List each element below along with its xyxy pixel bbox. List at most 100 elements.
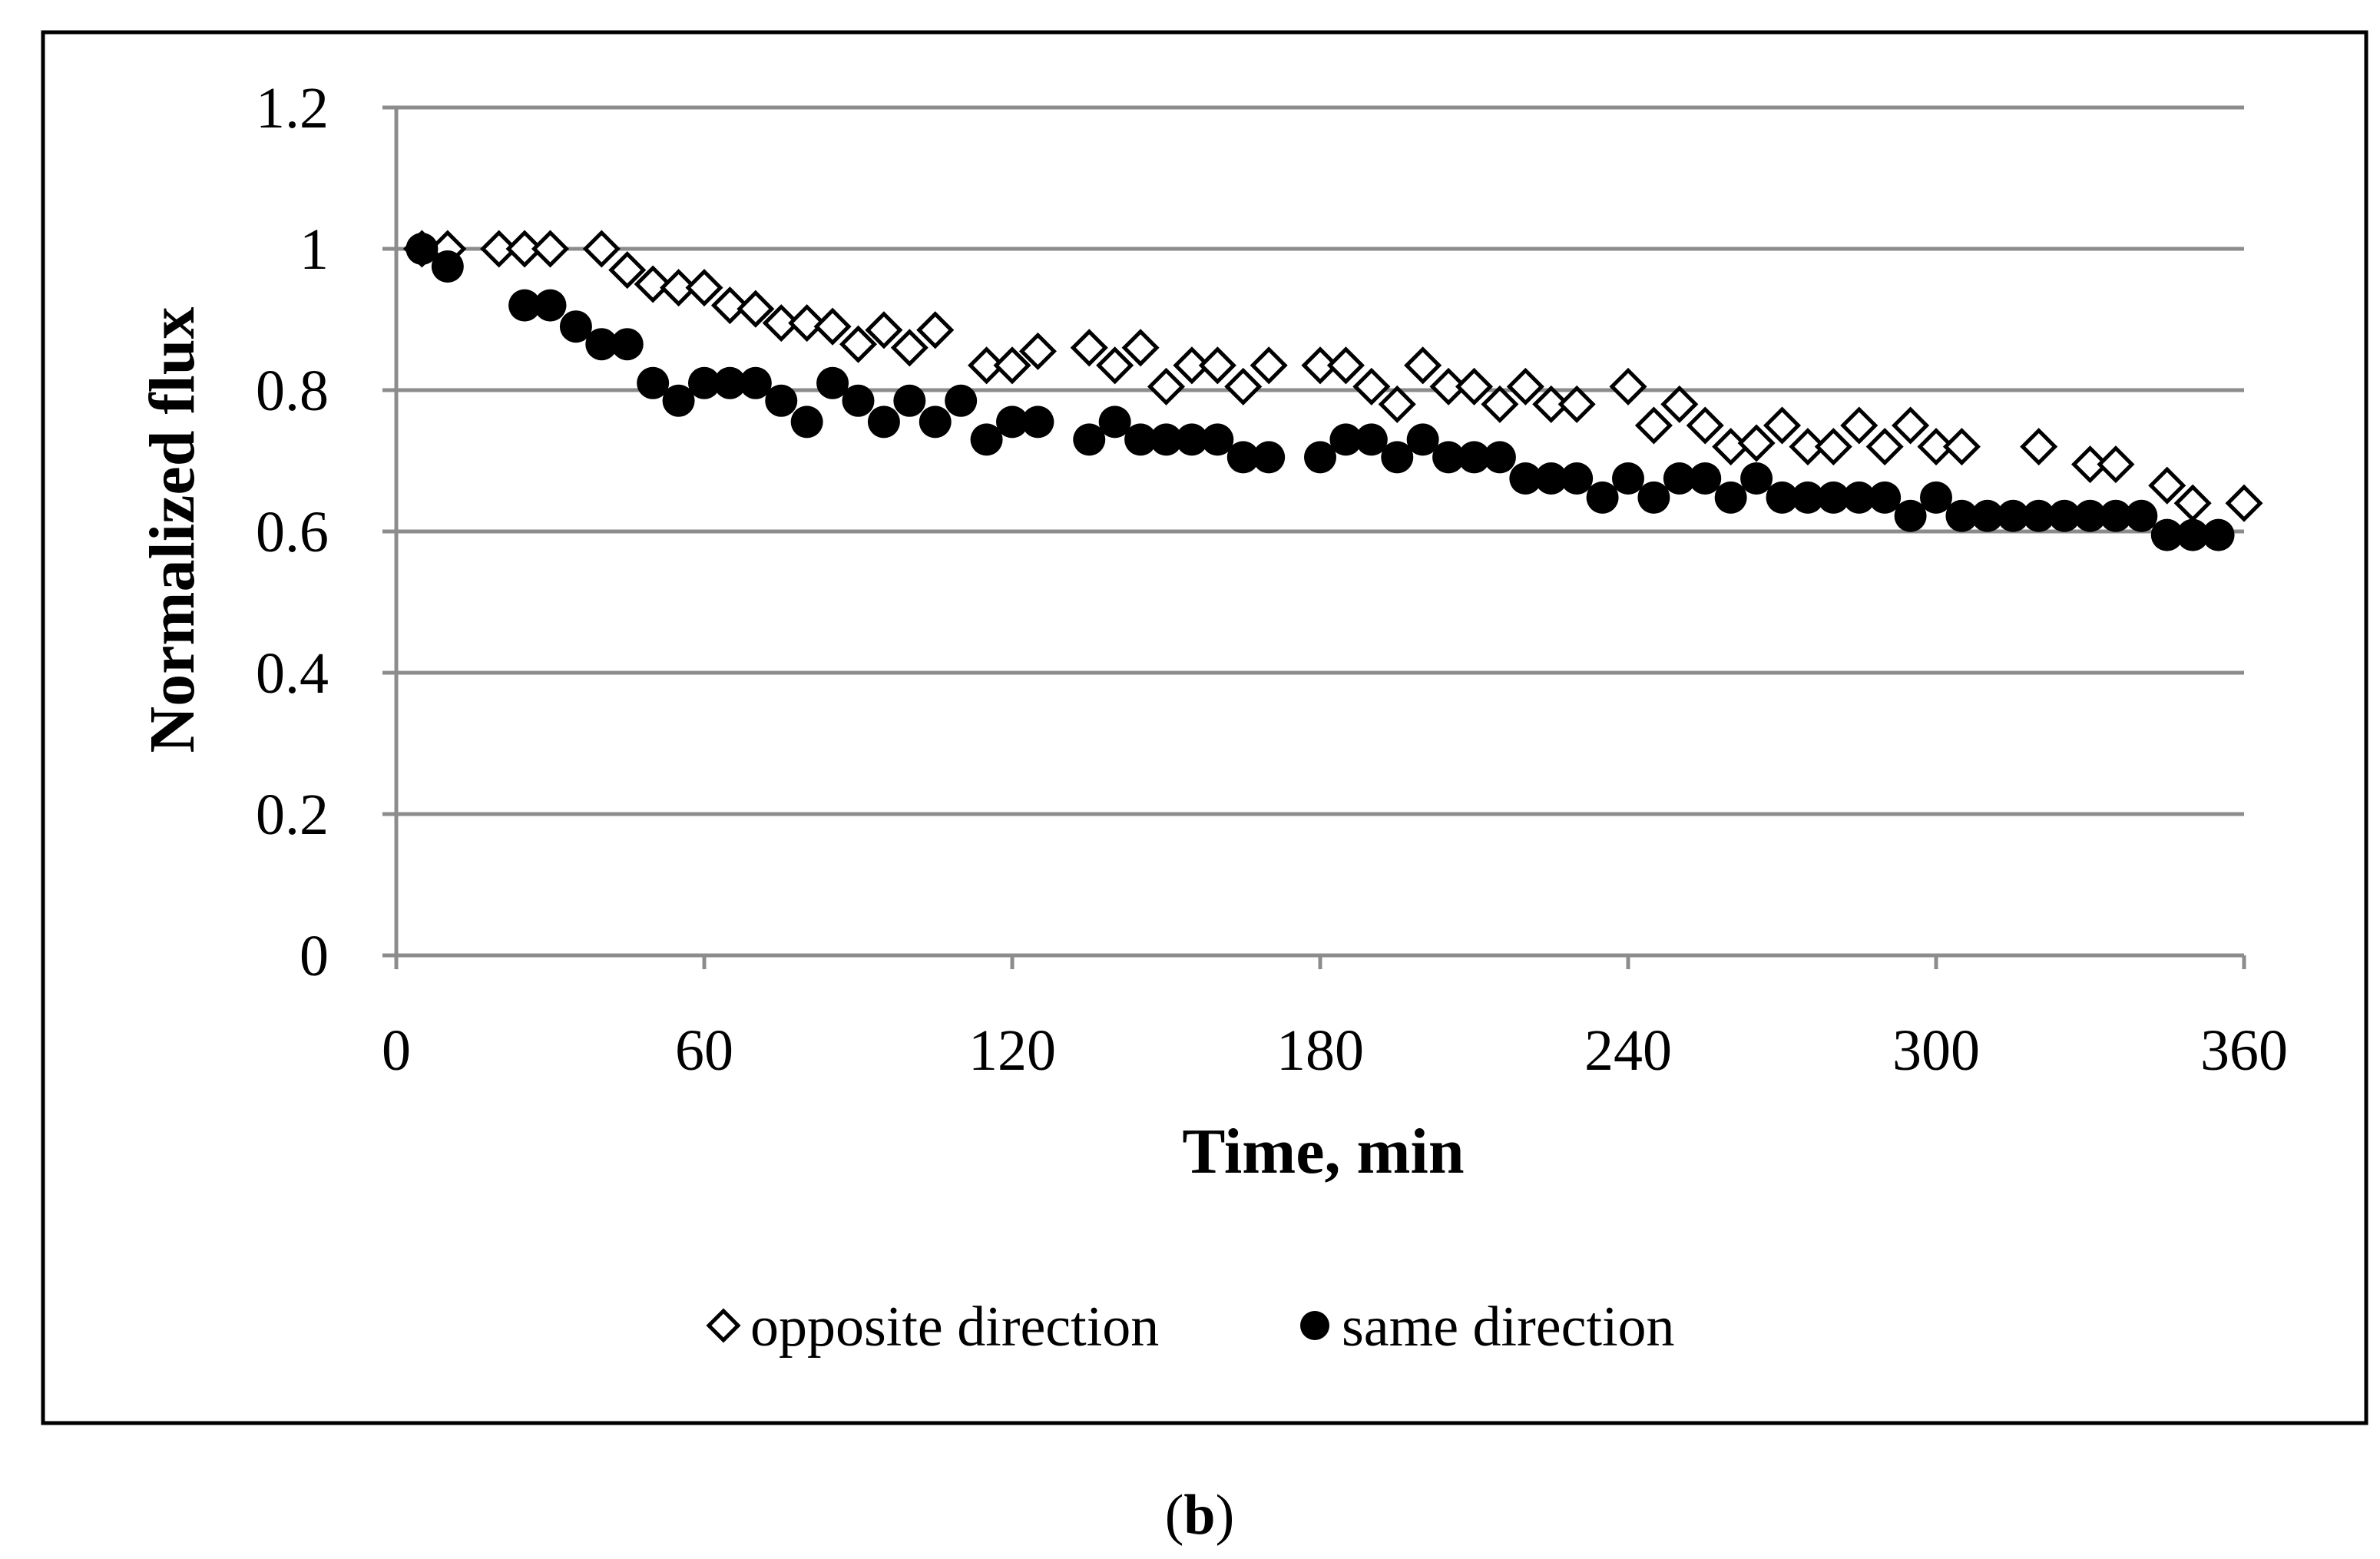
point-opposite-direction-44 (1686, 406, 1724, 445)
point-same-direction-65 (2176, 518, 2210, 551)
point-same-direction-56 (1945, 499, 1978, 532)
point-opposite-direction-34 (1404, 346, 1442, 385)
point-same-direction-43 (1612, 462, 1644, 495)
point-same-direction-21 (996, 405, 1028, 439)
point-opposite-direction-33 (1378, 385, 1416, 423)
chart-frame (41, 30, 2368, 1425)
point-opposite-direction-52 (1892, 406, 1930, 445)
point-opposite-direction-14 (813, 307, 852, 346)
point-same-direction-49 (1766, 481, 1799, 514)
point-same-direction-51 (1817, 481, 1850, 514)
point-opposite-direction-43 (1660, 385, 1699, 423)
point-opposite-direction-28 (1224, 367, 1263, 405)
y-tick-label-3: 0.6 (256, 500, 329, 564)
point-same-direction-60 (2048, 499, 2081, 532)
point-opposite-direction-55 (2020, 428, 2058, 466)
point-opposite-direction-47 (1763, 406, 1802, 445)
point-same-direction-27 (1175, 423, 1208, 456)
point-same-direction-14 (816, 366, 849, 399)
point-opposite-direction-24 (1121, 329, 1160, 367)
point-same-direction-25 (1124, 423, 1157, 456)
caption-letter: b (1183, 1484, 1215, 1547)
point-same-direction-31 (1304, 441, 1336, 474)
x-tick-label-6: 360 (2200, 1018, 2288, 1083)
point-opposite-direction-36 (1455, 367, 1494, 405)
point-same-direction-5 (585, 328, 618, 361)
point-opposite-direction-29 (1250, 346, 1288, 385)
point-opposite-direction-51 (1865, 428, 1904, 466)
point-same-direction-46 (1689, 462, 1722, 495)
x-tick-label-4: 240 (1584, 1018, 1672, 1083)
point-same-direction-42 (1586, 481, 1619, 514)
point-opposite-direction-2 (480, 230, 518, 268)
point-same-direction-45 (1663, 462, 1696, 495)
series-same-direction (405, 233, 2235, 551)
figure-caption: (b) (1165, 1484, 1234, 1547)
point-same-direction-23 (1073, 423, 1106, 456)
point-opposite-direction-8 (660, 269, 698, 307)
point-opposite-direction-10 (710, 286, 749, 325)
y-tick-label-5: 1 (300, 217, 329, 282)
point-same-direction-44 (1637, 481, 1670, 514)
point-opposite-direction-22 (1070, 329, 1108, 367)
y-tick-label-0: 0 (300, 924, 329, 988)
point-same-direction-15 (842, 384, 875, 417)
point-opposite-direction-23 (1096, 346, 1134, 385)
point-same-direction-57 (1971, 499, 2004, 532)
point-opposite-direction-53 (1917, 428, 1955, 466)
point-opposite-direction-32 (1352, 367, 1391, 405)
x-axis-title: Time, min (1182, 1116, 1464, 1187)
point-same-direction-64 (2150, 518, 2183, 551)
y-axis-title: Normalized flux (137, 307, 208, 753)
point-opposite-direction-5 (582, 230, 621, 268)
point-opposite-direction-31 (1326, 346, 1365, 385)
point-opposite-direction-17 (890, 329, 928, 367)
point-opposite-direction-42 (1634, 406, 1673, 445)
data-series (402, 230, 2263, 551)
point-opposite-direction-18 (916, 311, 955, 349)
caption-open-paren: ( (1165, 1484, 1184, 1547)
point-opposite-direction-13 (788, 304, 826, 343)
point-same-direction-59 (2022, 499, 2055, 532)
point-opposite-direction-41 (1609, 367, 1647, 405)
point-same-direction-11 (739, 366, 772, 399)
point-same-direction-41 (1561, 462, 1594, 495)
point-same-direction-36 (1432, 441, 1465, 474)
point-opposite-direction-20 (993, 346, 1031, 385)
point-same-direction-55 (1920, 481, 1952, 514)
point-opposite-direction-12 (762, 304, 800, 343)
point-opposite-direction-60 (2225, 484, 2263, 522)
legend-marker-opposite-direction (706, 1308, 741, 1343)
legend-label-opposite-direction: opposite direction (750, 1296, 1159, 1359)
point-opposite-direction-56 (2071, 445, 2110, 484)
point-same-direction-54 (1894, 499, 1927, 532)
legend-circle-icon (1300, 1311, 1329, 1340)
point-same-direction-3 (534, 289, 567, 322)
point-same-direction-24 (1098, 405, 1131, 439)
point-same-direction-53 (1869, 481, 1902, 514)
point-same-direction-7 (637, 366, 670, 399)
point-same-direction-52 (1842, 481, 1875, 514)
point-same-direction-28 (1201, 423, 1234, 456)
point-same-direction-10 (713, 366, 746, 399)
point-same-direction-48 (1740, 462, 1773, 495)
point-opposite-direction-30 (1301, 346, 1339, 385)
point-same-direction-62 (2099, 499, 2132, 532)
point-opposite-direction-16 (865, 311, 903, 349)
x-tick-label-2: 120 (968, 1018, 1056, 1083)
point-opposite-direction-58 (2148, 466, 2186, 505)
point-opposite-direction-39 (1532, 385, 1571, 423)
point-same-direction-13 (790, 405, 823, 439)
point-same-direction-30 (1253, 441, 1286, 474)
x-tick-labels: 0 60 120 180 240 300 360 (382, 1018, 2288, 1083)
point-same-direction-6 (611, 328, 644, 361)
point-same-direction-2 (508, 289, 541, 322)
point-opposite-direction-38 (1506, 367, 1544, 405)
point-opposite-direction-19 (968, 346, 1006, 385)
point-same-direction-4 (559, 310, 592, 343)
axes (382, 105, 2246, 969)
legend-label-same-direction: same direction (1342, 1296, 1675, 1359)
point-opposite-direction-50 (1840, 406, 1879, 445)
point-same-direction-58 (1997, 499, 2030, 532)
point-same-direction-61 (2074, 499, 2107, 532)
